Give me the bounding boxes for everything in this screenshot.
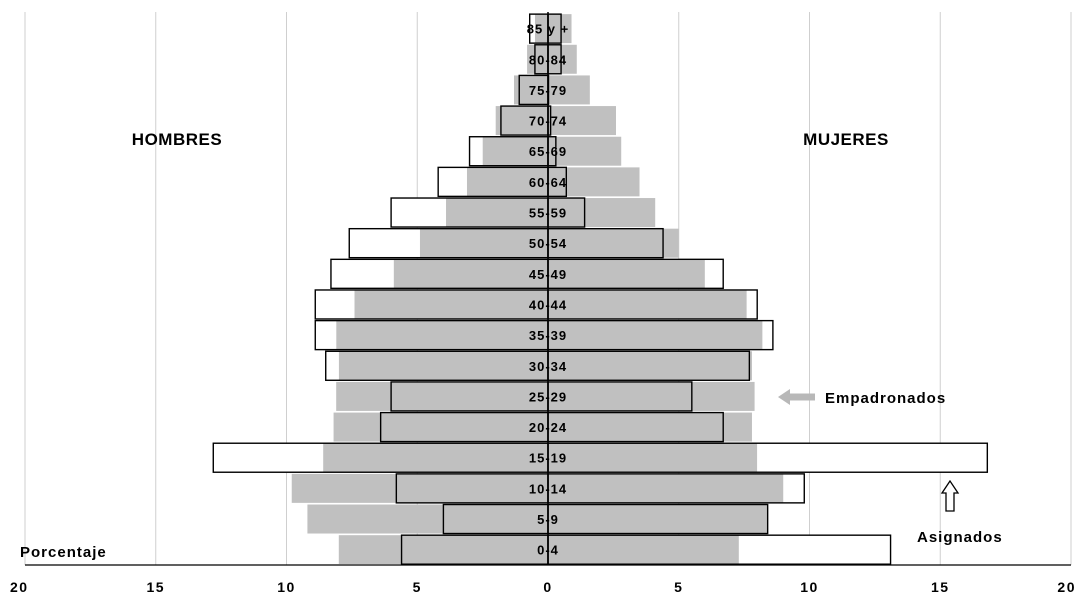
empadronados-hombres-bar-40-44 xyxy=(354,289,548,319)
empadronados-mujeres-bar-65-69 xyxy=(548,136,622,166)
asignados-hombres-fill-35-39 xyxy=(315,320,337,350)
empadronados-mujeres-bar-35-39 xyxy=(548,320,763,350)
age-label-45-49: 45-49 xyxy=(529,267,567,282)
age-label-35-39: 35-39 xyxy=(529,328,567,343)
age-label-5-9: 5-9 xyxy=(537,512,559,527)
empadronados-mujeres-bar-25-29 xyxy=(548,381,755,411)
age-label-60-64: 60-64 xyxy=(529,175,567,190)
x-tick-label-2: 10 xyxy=(277,579,296,595)
asignados-annotation: Asignados xyxy=(917,479,1003,546)
asignados-mujeres-fill-10-14 xyxy=(783,473,805,503)
asignados-legend-label: Asignados xyxy=(917,529,1003,546)
empadronados-hombres-bar-85 y + xyxy=(534,14,548,44)
empadronados-annotation: Empadronados xyxy=(778,389,946,407)
asignados-hombres-fill-45-49 xyxy=(330,259,394,289)
asignados-mujeres-fill-0-4 xyxy=(738,535,891,565)
x-tick-label-0: 20 xyxy=(10,579,29,595)
x-tick-label-6: 10 xyxy=(800,579,819,595)
empadronados-hombres-bar-60-64 xyxy=(466,167,548,197)
age-label-70-74: 70-74 xyxy=(529,114,567,129)
age-label-0-4: 0-4 xyxy=(537,543,559,558)
empadronados-legend-label: Empadronados xyxy=(825,390,946,407)
empadronados-hombres-bar-65-69 xyxy=(482,136,548,166)
age-label-75-79: 75-79 xyxy=(529,83,567,98)
empadronados-mujeres-bar-80-84 xyxy=(548,44,577,74)
empadronados-mujeres-bar-85 y + xyxy=(548,14,572,44)
empadronados-hombres-bar-35-39 xyxy=(336,320,548,350)
asignados-hombres-fill-65-69 xyxy=(469,136,483,166)
age-label-65-69: 65-69 xyxy=(529,144,567,159)
age-label-20-24: 20-24 xyxy=(529,420,567,435)
asignados-hombres-fill-40-44 xyxy=(315,289,355,319)
empadronados-hombres-bar-70-74 xyxy=(495,106,548,136)
empadronados-mujeres-bar-60-64 xyxy=(548,167,640,197)
age-label-80-84: 80-84 xyxy=(529,52,567,67)
empadronados-hombres-bar-55-59 xyxy=(446,198,548,228)
age-label-25-29: 25-29 xyxy=(529,389,567,404)
empadronados-mujeres-bar-10-14 xyxy=(548,473,784,503)
age-label-15-19: 15-19 xyxy=(529,451,567,466)
asignados-mujeres-fill-40-44 xyxy=(746,289,758,319)
empadronados-mujeres-bar-0-4 xyxy=(548,535,739,565)
hombres-label: HOMBRES xyxy=(132,130,222,149)
x-tick-label-8: 20 xyxy=(1057,579,1076,595)
empadronados-hombres-bar-30-34 xyxy=(338,351,548,381)
x-axis-tick-labels: 20 15 10 5 0 5 10 15 20 xyxy=(10,579,1076,595)
empadronados-hombres-bar-10-14 xyxy=(291,473,548,503)
asignados-mujeres-fill-15-19 xyxy=(757,443,988,473)
empadronados-mujeres-bar-70-74 xyxy=(548,106,616,136)
asignados-hombres-fill-85 y + xyxy=(529,14,535,44)
age-group-labels: 0-4 5-9 10-14 15-19 20-24 25-29 30-34 35-39 40-4… xyxy=(527,22,570,558)
empadronados-hombres-bar-15-19 xyxy=(323,443,548,473)
asignados-hombres-fill-50-54 xyxy=(349,228,420,258)
x-tick-label-3: 5 xyxy=(413,579,422,595)
age-label-55-59: 55-59 xyxy=(529,206,567,221)
asignados-mujeres-fill-45-49 xyxy=(704,259,724,289)
empadronados-hombres-bar-20-24 xyxy=(333,412,548,442)
empadronados-hombres-bar-80-84 xyxy=(527,44,548,74)
asignados-hombres-fill-15-19 xyxy=(213,443,324,473)
empadronados-mujeres-bar-5-9 xyxy=(548,504,768,534)
left-arrow-icon xyxy=(778,389,815,405)
empadronados-mujeres-bar-55-59 xyxy=(548,198,656,228)
age-label-10-14: 10-14 xyxy=(529,481,567,496)
x-tick-label-4: 0 xyxy=(543,579,552,595)
empadronados-hombres-bar-50-54 xyxy=(419,228,548,258)
mujeres-label: MUJERES xyxy=(803,130,889,149)
empadronados-hombres-bar-5-9 xyxy=(307,504,548,534)
asignados-hombres-fill-60-64 xyxy=(438,167,467,197)
age-label-30-34: 30-34 xyxy=(529,359,567,374)
x-tick-label-7: 15 xyxy=(931,579,950,595)
age-label-50-54: 50-54 xyxy=(529,236,567,251)
empadronados-mujeres-bar-15-19 xyxy=(548,443,758,473)
empadronados-hombres-bar-45-49 xyxy=(393,259,548,289)
empadronados-mujeres-bar-50-54 xyxy=(548,228,679,258)
age-label-85 y +: 85 y + xyxy=(527,22,570,37)
asignados-hombres-fill-30-34 xyxy=(325,351,339,381)
x-axis-title: Porcentaje xyxy=(20,544,107,561)
age-label-40-44: 40-44 xyxy=(529,297,567,312)
empadronados-mujeres-bar-30-34 xyxy=(548,351,752,381)
empadronados-bars xyxy=(291,14,784,565)
x-tick-label-1: 15 xyxy=(146,579,165,595)
empadronados-hombres-bar-0-4 xyxy=(338,535,548,565)
x-tick-label-5: 5 xyxy=(674,579,683,595)
empadronados-mujeres-bar-20-24 xyxy=(548,412,752,442)
empadronados-mujeres-bar-45-49 xyxy=(548,259,705,289)
asignados-mujeres-fill-35-39 xyxy=(762,320,773,350)
asignados-hombres-fill-55-59 xyxy=(391,198,447,228)
empadronados-mujeres-bar-75-79 xyxy=(548,75,590,105)
empadronados-mujeres-bar-40-44 xyxy=(548,289,747,319)
up-arrow-icon xyxy=(940,479,960,512)
empadronados-hombres-bar-25-29 xyxy=(336,381,548,411)
